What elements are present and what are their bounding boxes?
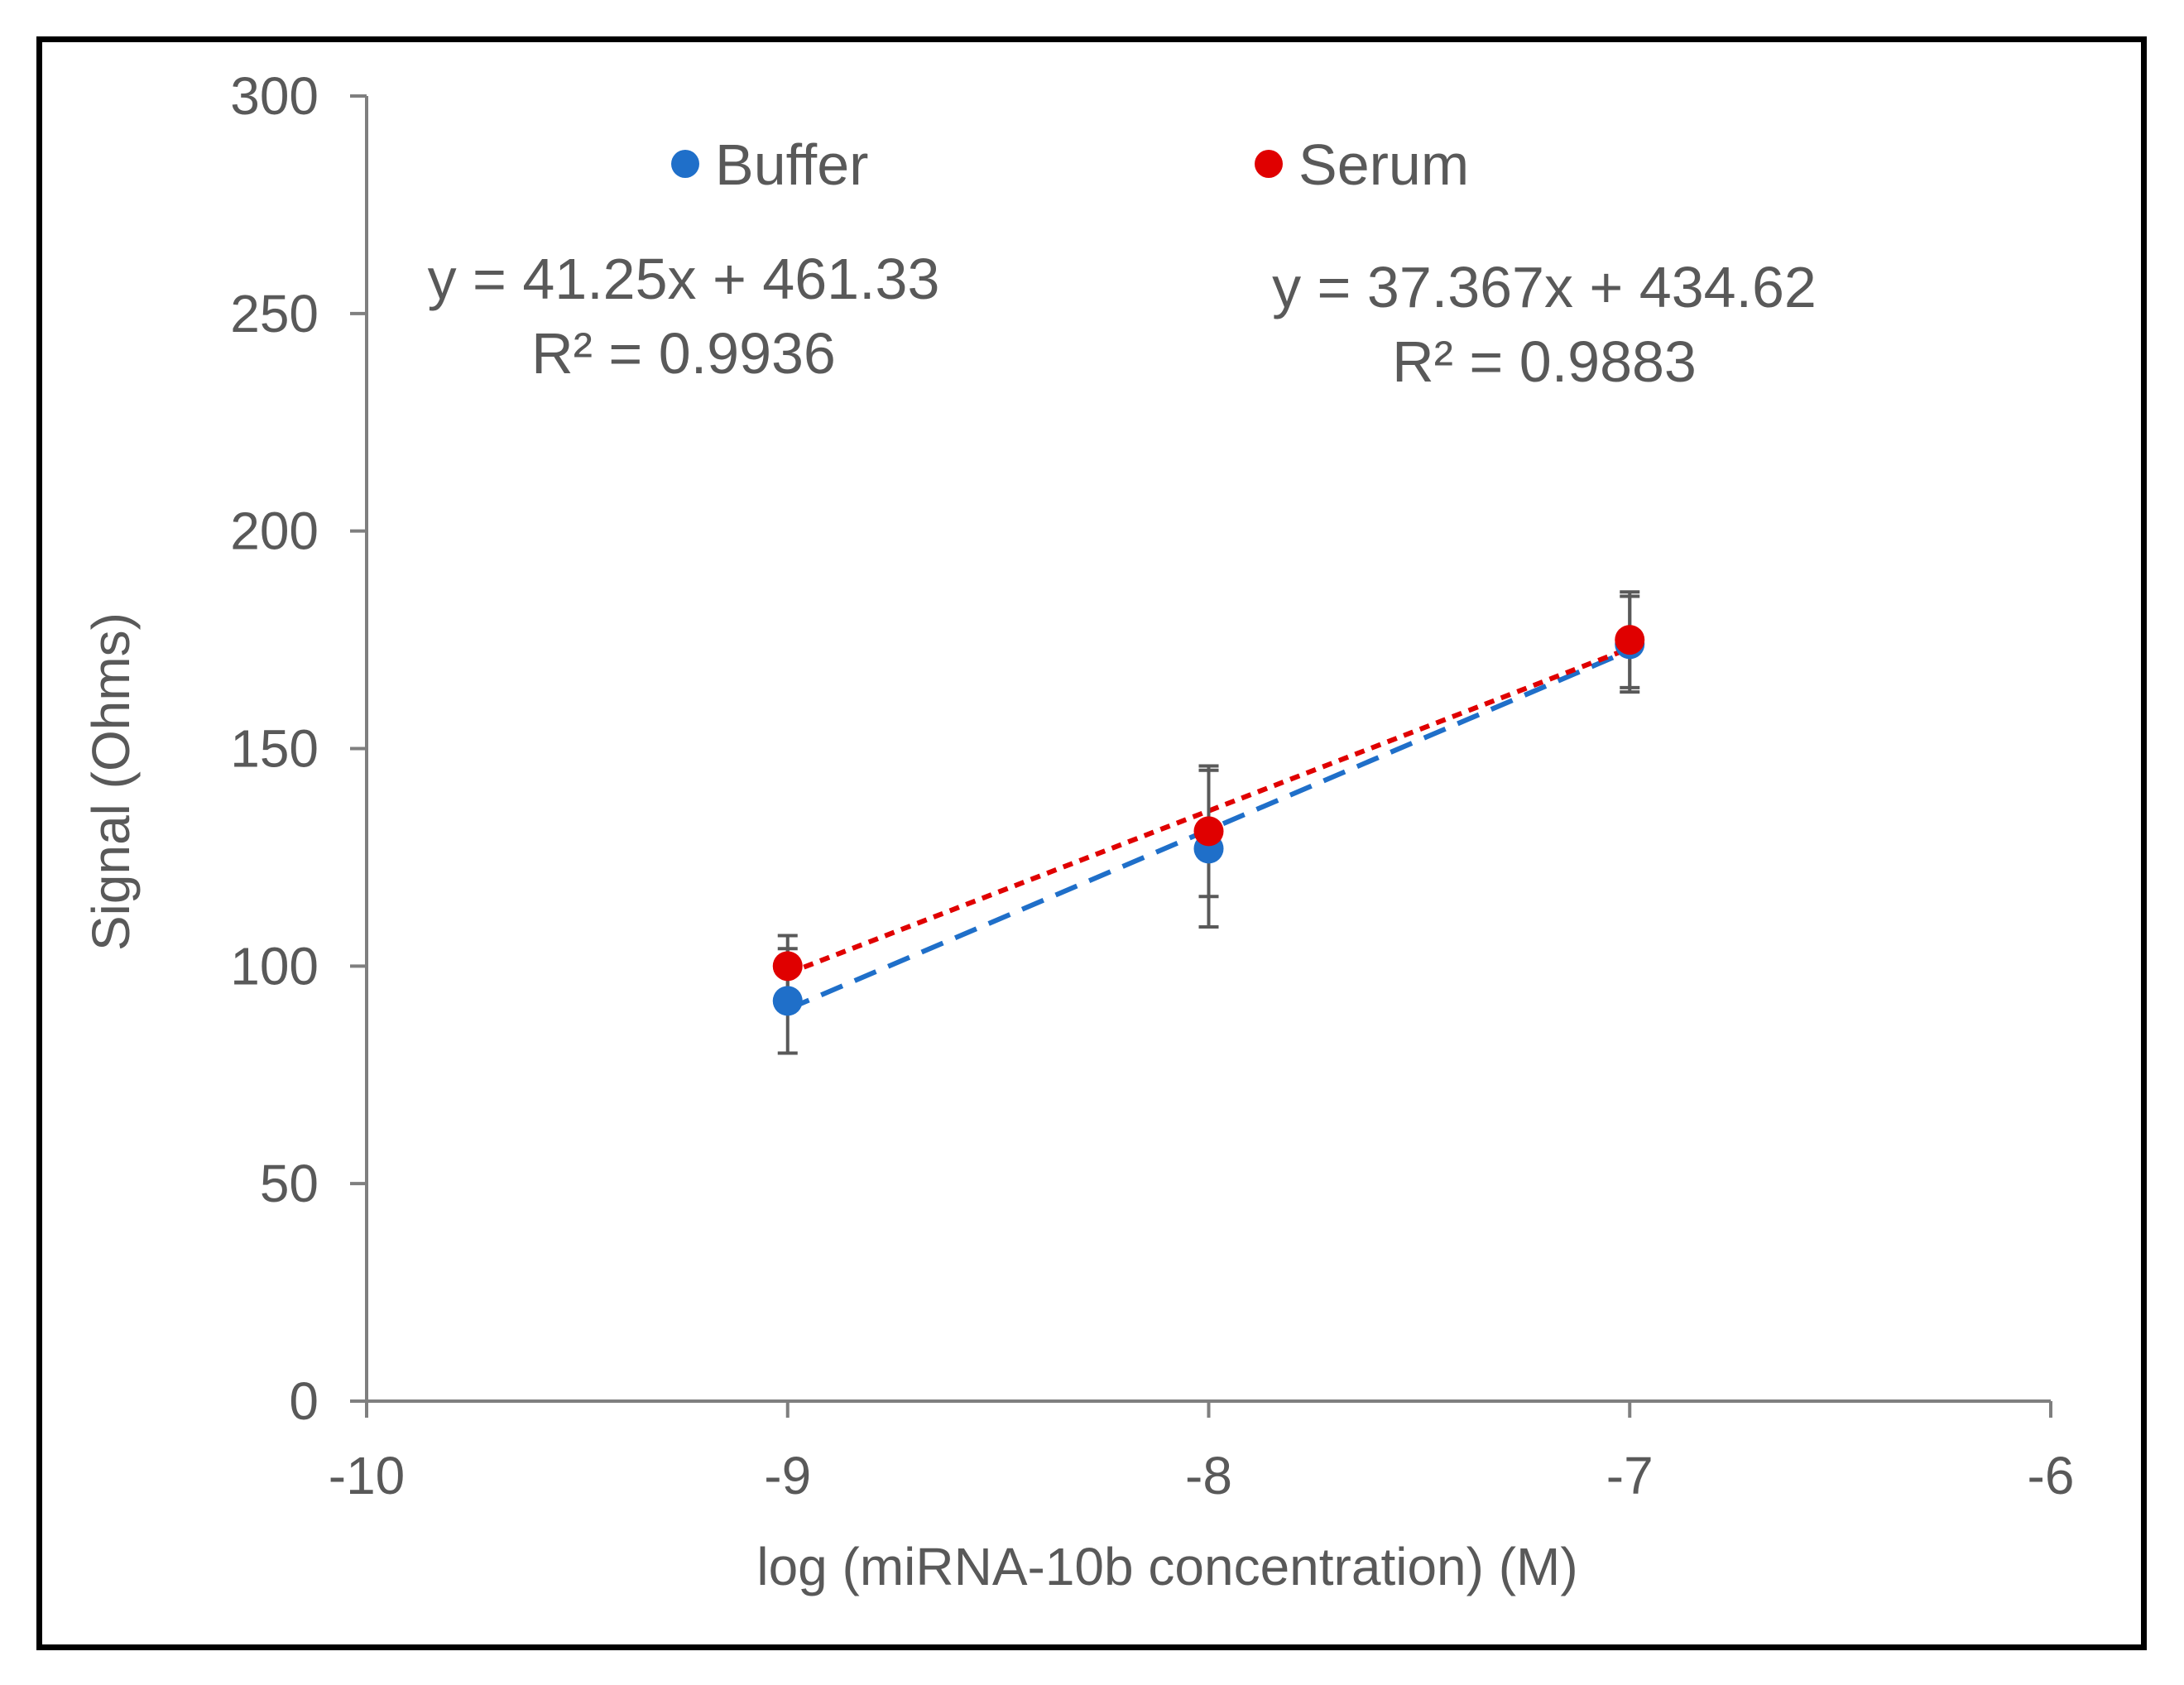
y-tick-label: 150: [230, 719, 319, 779]
y-tick-label: 0: [289, 1371, 319, 1431]
buffer-trendline-r2: R² = 0.9936: [531, 321, 836, 386]
serum-data-point: [1193, 816, 1224, 847]
buffer-data-point: [772, 986, 803, 1016]
x-tick-label: -10: [329, 1446, 406, 1505]
serum-trendline: [786, 646, 1631, 976]
x-ticks: -10 -9 -8 -7 -6: [329, 1401, 2075, 1505]
legend-buffer-label: Buffer: [715, 132, 869, 197]
chart-frame: 0 50 100 150 200 250 300 -10 -9 -8 -7 -6 Signal (O…: [36, 36, 2147, 1650]
y-ticks: 0 50 100 150 200 250 300: [230, 66, 367, 1431]
y-axis-label: Signal (Ohms): [81, 612, 141, 951]
data-points: [772, 625, 1645, 1016]
legend: Buffer Serum: [671, 132, 1469, 197]
y-tick-label: 100: [230, 936, 319, 996]
scatter-chart: 0 50 100 150 200 250 300 -10 -9 -8 -7 -6 Signal (O…: [81, 66, 2075, 1596]
y-tick-label: 300: [230, 66, 319, 126]
buffer-trendline-equation: y = 41.25x + 461.33: [428, 247, 940, 311]
x-tick-label: -6: [2028, 1446, 2075, 1505]
serum-data-point: [772, 951, 803, 982]
legend-buffer-marker: [671, 150, 699, 178]
serum-trendline-equation: y = 37.367x + 434.62: [1272, 255, 1817, 319]
legend-serum-marker: [1255, 150, 1283, 178]
x-tick-label: -8: [1185, 1446, 1232, 1505]
x-tick-label: -7: [1606, 1446, 1654, 1505]
y-tick-label: 50: [260, 1154, 319, 1213]
x-axis-label: log (miRNA-10b concentration) (M): [756, 1537, 1577, 1596]
y-tick-label: 250: [230, 284, 319, 343]
x-tick-label: -9: [764, 1446, 811, 1505]
serum-data-point: [1615, 625, 1645, 655]
trendline-equations: y = 41.25x + 461.33 R² = 0.9936 y = 37.3…: [428, 247, 1817, 394]
serum-trendline-r2: R² = 0.9883: [1392, 329, 1697, 394]
legend-serum-label: Serum: [1298, 132, 1469, 197]
y-tick-label: 200: [230, 502, 319, 561]
